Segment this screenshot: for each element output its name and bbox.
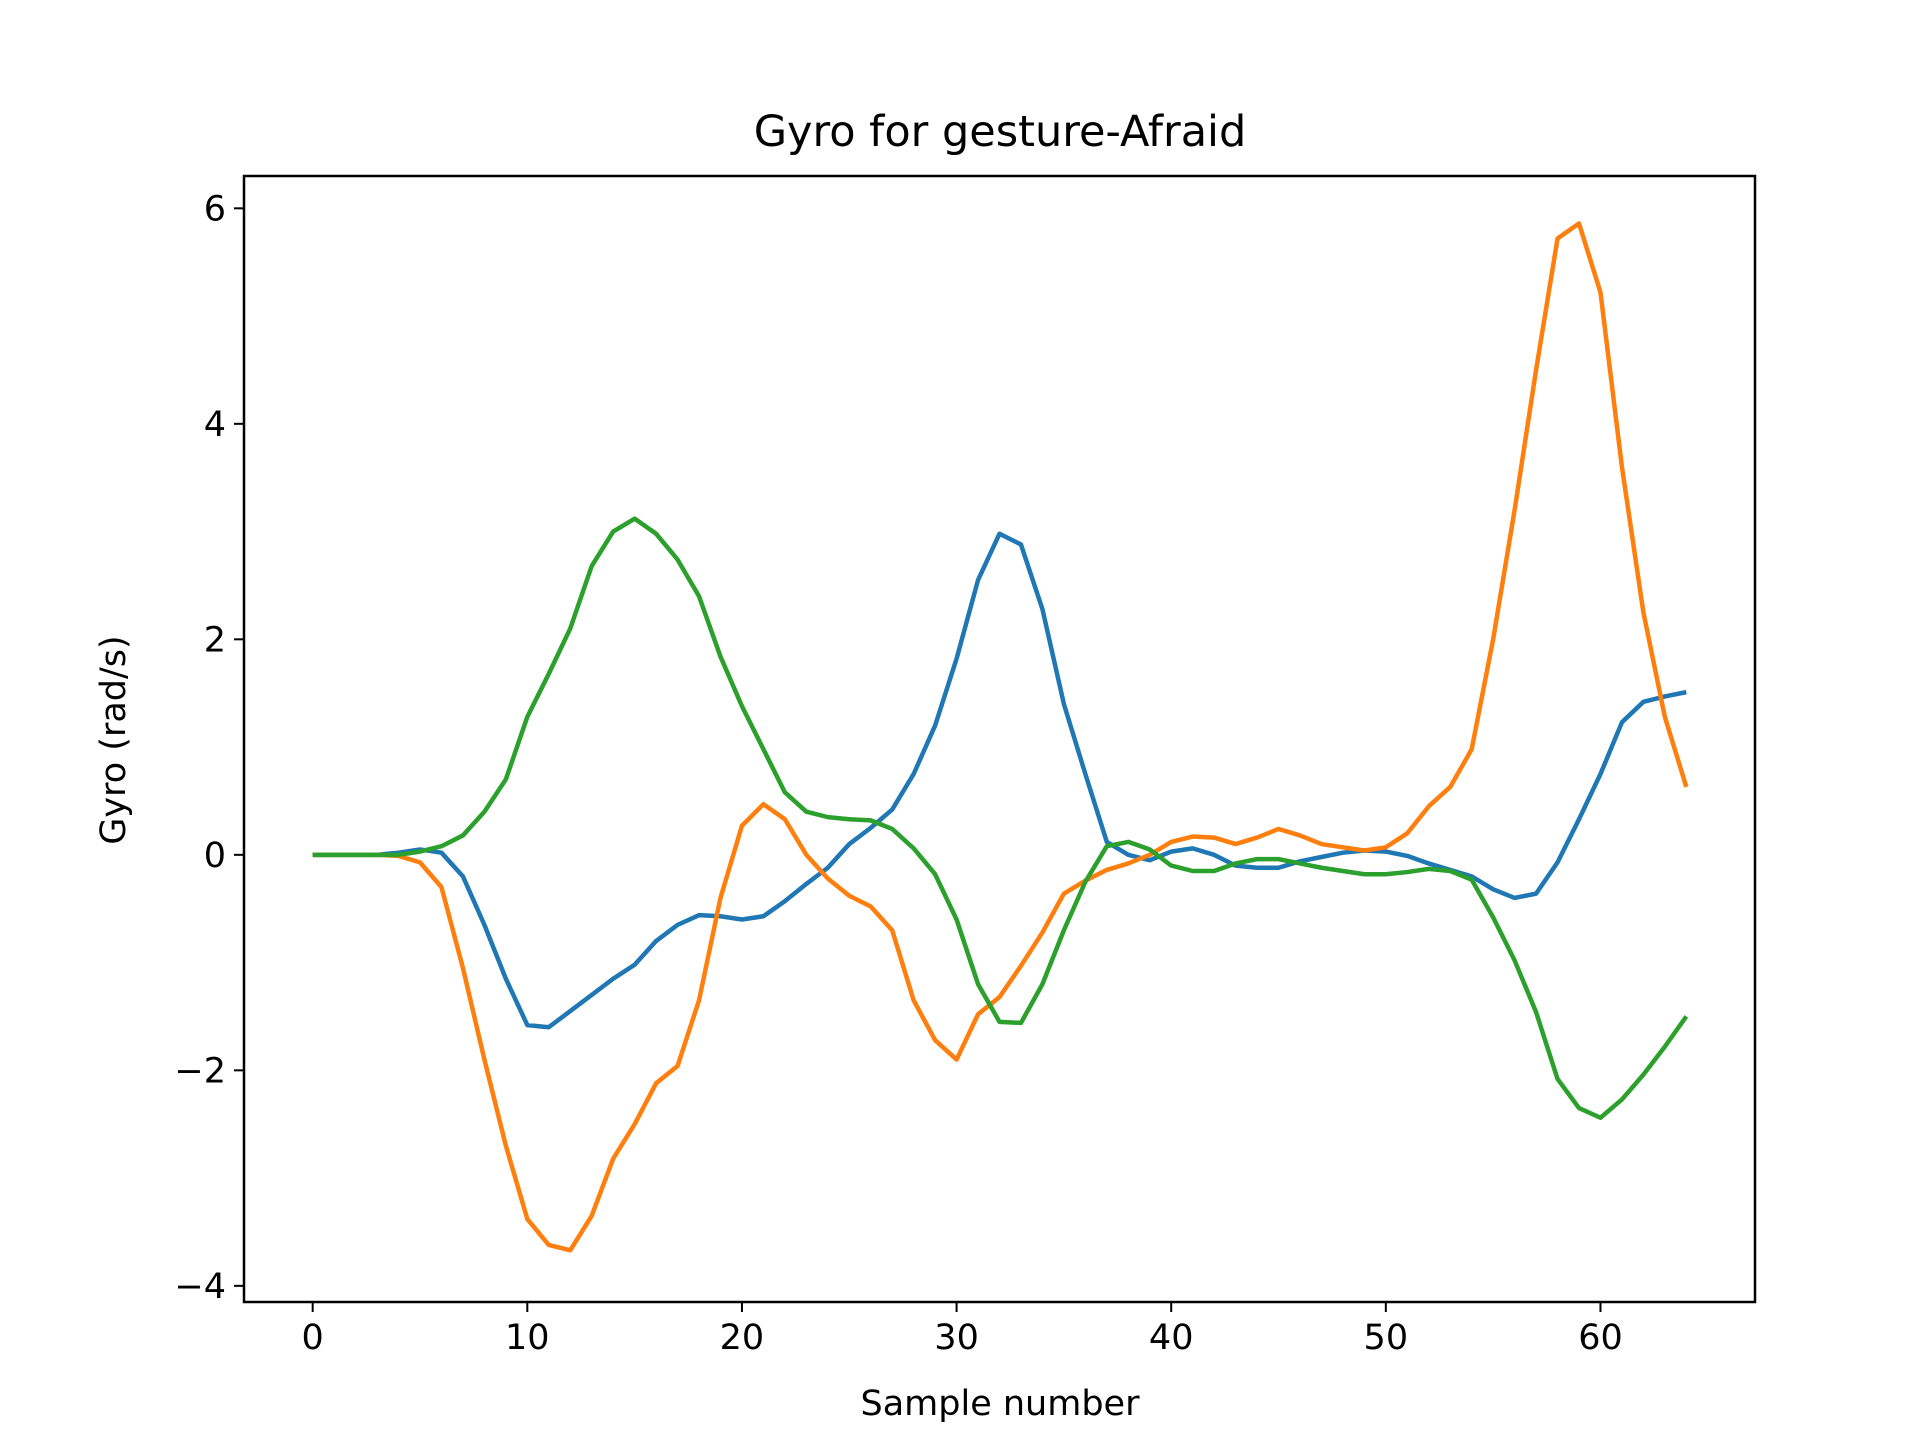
y-tick-label: −4 bbox=[174, 1267, 226, 1307]
x-tick-label: 20 bbox=[720, 1318, 765, 1358]
x-tick-label: 60 bbox=[1578, 1318, 1623, 1358]
y-tick-label: 2 bbox=[204, 620, 226, 660]
series-line-2 bbox=[312, 221, 1689, 1253]
plot-area-frame bbox=[242, 174, 1757, 1304]
series-line-3 bbox=[312, 516, 1689, 1120]
x-tick-label: 0 bbox=[302, 1318, 324, 1358]
y-axis-label: Gyro (rad/s) bbox=[94, 635, 134, 844]
x-tick-label: 30 bbox=[934, 1318, 979, 1358]
y-tick-label: 4 bbox=[204, 405, 226, 445]
x-tick-label: 50 bbox=[1364, 1318, 1409, 1358]
y-tick-label: 0 bbox=[204, 836, 226, 876]
x-tick-label: 40 bbox=[1149, 1318, 1194, 1358]
x-axis-label: Sample number bbox=[861, 1384, 1141, 1424]
y-tick-label: 6 bbox=[204, 189, 226, 229]
x-tick-label: 10 bbox=[505, 1318, 550, 1358]
chart-title: Gyro for gesture-Afraid bbox=[754, 107, 1247, 157]
y-tick-label: −2 bbox=[174, 1051, 226, 1091]
tick-layer: 0 10 20 30 40 50 60 −4 −2 0 2 4 6 bbox=[174, 189, 1622, 1358]
series-layer bbox=[312, 221, 1689, 1253]
